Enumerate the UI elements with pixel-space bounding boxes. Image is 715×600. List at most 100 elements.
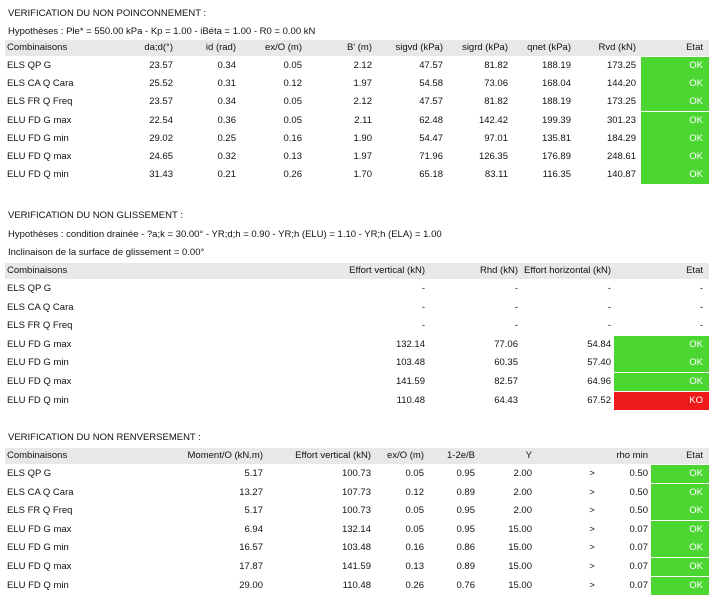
- table-row: ELS CA Q Cara 13.27 107.73 0.12 0.89 2.00 >0.5…: [5, 483, 709, 502]
- col-header-4: Etat: [686, 265, 703, 276]
- table-row: ELS CA Q Cara - - - -: [5, 299, 709, 317]
- table-cell: ELU FD G max: [7, 114, 72, 126]
- table-cell: 0.05: [405, 523, 425, 535]
- table-cell: 83.11: [484, 169, 508, 181]
- table-cell: 54.84: [587, 338, 611, 350]
- table-cell: ELU FD G min: [7, 132, 69, 144]
- table-cell: >: [589, 505, 595, 517]
- table-cell: 2.12: [353, 60, 373, 71]
- status-badge: OK: [641, 111, 709, 130]
- col-header-3: Effort horizontal (kN): [524, 265, 611, 276]
- table-cell: 16.57: [239, 542, 263, 554]
- table-cell: 15.00: [508, 523, 532, 535]
- table-cell: ELU FD G min: [7, 542, 69, 554]
- table-cell: 29.00: [239, 579, 263, 591]
- table-cell: 25.52: [149, 78, 173, 90]
- table-cell: 141.59: [395, 376, 425, 387]
- table-cell: 97.01: [484, 132, 508, 144]
- renversement-title: VERIFICATION DU NON RENVERSEMENT :: [8, 432, 201, 443]
- table-cell: 31.43: [149, 169, 173, 181]
- table-cell: 22.54: [149, 114, 173, 126]
- table-cell: ELS FR Q Freq: [7, 505, 73, 517]
- table-cell: 176.89: [541, 151, 571, 162]
- status-badge: OK: [651, 558, 709, 576]
- table-cell: 0.32: [217, 151, 237, 162]
- table-cell: 2.12: [353, 96, 373, 108]
- table-cell: 140.87: [606, 169, 636, 181]
- poinconnement-table-header: Combinaisons da;d(°) id (rad) ex/O (m) B' (m…: [5, 40, 709, 56]
- table-cell: 62.48: [419, 114, 443, 126]
- status-badge: OK: [641, 75, 709, 94]
- table-cell: 60.35: [494, 357, 518, 369]
- status-badge: -: [699, 320, 703, 332]
- table-cell: 2.00: [513, 486, 533, 498]
- table-cell: ELU FD Q min: [7, 169, 69, 181]
- table-cell: 1.97: [353, 78, 373, 90]
- renversement-table-header: Combinaisons Moment/O (kN.m) Effort vertic…: [5, 448, 709, 464]
- table-cell: 116.35: [542, 169, 571, 181]
- col-header-1: Effort vertical (kN): [349, 265, 425, 276]
- table-cell: 142.42: [478, 114, 508, 126]
- col-header-7: qnet (kPa): [527, 42, 571, 53]
- table-cell: 0.13: [405, 561, 425, 572]
- table-cell: ELU FD Q max: [7, 561, 72, 572]
- table-cell: 54.47: [419, 132, 443, 144]
- table-cell: 132.14: [395, 338, 425, 350]
- table-cell: 82.57: [494, 376, 518, 387]
- table-cell: 0.95: [456, 468, 476, 479]
- table-cell: >: [589, 542, 595, 554]
- table-cell: 0.05: [283, 60, 303, 71]
- table-row: ELU FD Q min 29.00 110.48 0.26 0.76 15.00 >0.0…: [5, 576, 709, 595]
- col-header-5: sigvd (kPa): [395, 42, 443, 53]
- table-cell: 0.26: [405, 579, 425, 591]
- col-header-3: ex/O (m): [387, 450, 424, 461]
- table-cell: ELS CA Q Cara: [7, 486, 74, 498]
- table-cell: 126.35: [478, 151, 508, 162]
- table-cell: 0.95: [456, 523, 476, 535]
- table-cell: 103.48: [395, 357, 425, 369]
- table-cell: 107.73: [341, 486, 371, 498]
- col-header-0: Combinaisons: [7, 450, 68, 461]
- table-cell: 0.76: [456, 579, 476, 591]
- table-cell: 100.73: [341, 505, 371, 517]
- table-row: ELU FD G max 22.54 0.36 0.05 2.11 62.48 142.42…: [5, 111, 709, 130]
- table-cell: ELU FD Q min: [7, 579, 69, 591]
- table-cell: 135.81: [541, 132, 571, 144]
- status-badge: OK: [651, 539, 709, 558]
- table-cell: 0.07: [629, 523, 649, 535]
- table-cell: 13.27: [239, 486, 263, 498]
- table-cell: 5.17: [244, 468, 264, 479]
- table-cell: 0.07: [629, 561, 649, 572]
- table-cell: 81.82: [484, 96, 508, 108]
- table-cell: -: [514, 320, 518, 332]
- col-header-0: Combinaisons: [7, 265, 68, 276]
- table-cell: 0.26: [283, 169, 303, 181]
- table-cell: 0.89: [456, 486, 476, 498]
- table-cell: ELS FR Q Freq: [7, 96, 73, 108]
- table-cell: 1.97: [353, 151, 373, 162]
- table-cell: 0.31: [217, 78, 237, 90]
- table-cell: -: [607, 320, 611, 332]
- status-badge: OK: [651, 483, 709, 502]
- table-row: ELU FD G max 132.14 77.06 54.84 OK: [5, 335, 709, 354]
- table-cell: 23.57: [149, 96, 173, 108]
- table-cell: 6.94: [244, 523, 264, 535]
- table-cell: 0.16: [405, 542, 425, 554]
- status-badge: OK: [641, 166, 709, 185]
- status-badge: OK: [641, 148, 709, 166]
- table-cell: 15.00: [508, 561, 532, 572]
- table-cell: 0.89: [456, 561, 476, 572]
- table-cell: 71.96: [419, 151, 443, 162]
- table-cell: -: [607, 283, 611, 294]
- table-cell: ELU FD G max: [7, 338, 72, 350]
- col-header-2: Effort vertical (kN): [295, 450, 371, 461]
- status-badge: OK: [641, 93, 709, 112]
- table-cell: >: [589, 523, 595, 535]
- table-cell: 1.90: [353, 132, 373, 144]
- table-cell: 0.50: [629, 468, 649, 479]
- table-cell: 23.57: [149, 60, 173, 71]
- table-cell: ELS CA Q Cara: [7, 78, 74, 90]
- table-cell: 144.20: [606, 78, 636, 90]
- table-cell: 199.39: [541, 114, 571, 126]
- table-row: ELS FR Q Freq 23.57 0.34 0.05 2.12 47.57 81.82…: [5, 93, 709, 112]
